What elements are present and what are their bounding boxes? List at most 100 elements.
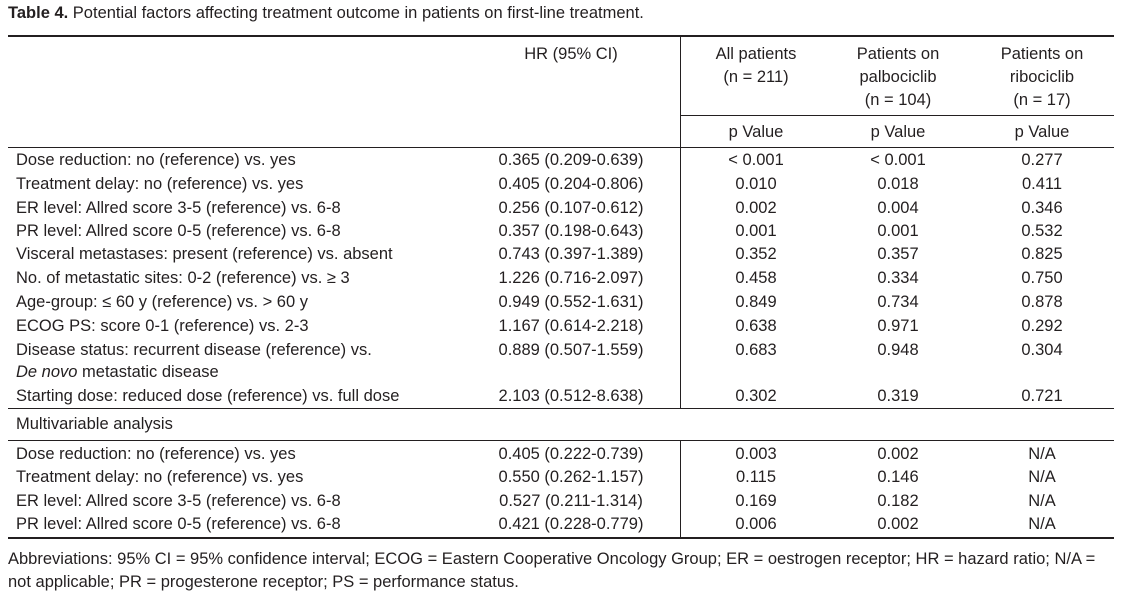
row-hr: 0.889 (0.507-1.559) bbox=[498, 341, 644, 359]
row-p-rib: 0.878 bbox=[1021, 293, 1063, 311]
header-pal-line3: (n = 104) bbox=[864, 91, 932, 109]
row-p-rib: 0.304 bbox=[1021, 341, 1063, 359]
row-p-pal: < 0.001 bbox=[870, 151, 926, 169]
header-rule bbox=[8, 147, 1114, 148]
row-p-rib: N/A bbox=[1028, 515, 1056, 533]
row-hr: 0.949 (0.552-1.631) bbox=[498, 293, 644, 311]
pvalue-rule bbox=[680, 115, 1114, 116]
row-p-rib: N/A bbox=[1028, 445, 1056, 463]
row-hr: 2.103 (0.512-8.638) bbox=[498, 387, 644, 405]
column-divider bbox=[680, 37, 681, 408]
table-footnote: Abbreviations: 95% CI = 95% confidence i… bbox=[8, 550, 1096, 591]
row-p-rib: 0.292 bbox=[1021, 317, 1063, 335]
row-p-all: 0.302 bbox=[735, 387, 777, 405]
row-hr: 1.226 (0.716-2.097) bbox=[498, 269, 644, 287]
header-rib-line3: (n = 17) bbox=[1013, 91, 1071, 109]
header-rib-line2: ribociclib bbox=[1009, 68, 1075, 86]
row-p-pal: 0.002 bbox=[877, 515, 919, 533]
row-p-rib: 0.411 bbox=[1021, 175, 1063, 193]
row-p-all: < 0.001 bbox=[728, 151, 784, 169]
row-p-pal: 0.018 bbox=[877, 175, 919, 193]
row-p-all: 0.115 bbox=[735, 468, 777, 486]
row-hr: 0.256 (0.107-0.612) bbox=[498, 199, 644, 217]
row-factor-continuation: De novo metastatic disease bbox=[16, 362, 219, 383]
row-p-all: 0.003 bbox=[735, 445, 777, 463]
table-title: Potential factors affecting treatment ou… bbox=[68, 4, 644, 22]
row-factor: Age-group: ≤ 60 y (reference) vs. > 60 y bbox=[16, 293, 308, 311]
row-p-rib: 0.532 bbox=[1021, 222, 1063, 240]
column-divider-lower bbox=[680, 441, 681, 537]
row-factor: Dose reduction: no (reference) vs. yes bbox=[16, 445, 296, 463]
row-p-pal: 0.357 bbox=[877, 245, 919, 263]
row-factor: Treatment delay: no (reference) vs. yes bbox=[16, 468, 304, 486]
table-label: Table 4. bbox=[8, 4, 69, 22]
row-hr: 0.421 (0.228-0.779) bbox=[498, 515, 644, 533]
multivariable-heading: Multivariable analysis bbox=[16, 415, 173, 433]
header-pvalue-all: p Value bbox=[728, 123, 784, 141]
header-hr: HR (95% CI) bbox=[524, 45, 618, 63]
header-palbociclib: Patients on palbociclib (n = 104) bbox=[828, 43, 968, 112]
row-p-rib: 0.721 bbox=[1021, 387, 1063, 405]
header-pal-line1: Patients on bbox=[856, 45, 940, 63]
bottom-rule bbox=[8, 537, 1114, 539]
row-p-all: 0.458 bbox=[735, 269, 777, 287]
row-factor-italic: De novo bbox=[16, 363, 78, 381]
row-p-pal: 0.734 bbox=[877, 293, 919, 311]
top-rule bbox=[8, 35, 1114, 37]
header-rib-line1: Patients on bbox=[1000, 45, 1084, 63]
row-hr: 0.365 (0.209-0.639) bbox=[498, 151, 644, 169]
row-p-all: 0.683 bbox=[735, 341, 777, 359]
row-p-all: 0.638 bbox=[735, 317, 777, 335]
row-factor: PR level: Allred score 0-5 (reference) v… bbox=[16, 515, 341, 533]
header-ribociclib: Patients on ribociclib (n = 17) bbox=[970, 43, 1114, 112]
row-hr: 0.550 (0.262-1.157) bbox=[498, 468, 644, 486]
header-all-line2: (n = 211) bbox=[723, 68, 789, 86]
row-factor: ECOG PS: score 0-1 (reference) vs. 2-3 bbox=[16, 317, 309, 335]
row-p-rib: 0.750 bbox=[1021, 269, 1063, 287]
multivariable-bottom-rule bbox=[8, 440, 1114, 441]
row-hr: 1.167 (0.614-2.218) bbox=[498, 317, 644, 335]
row-hr: 0.405 (0.204-0.806) bbox=[498, 175, 644, 193]
row-p-pal: 0.182 bbox=[877, 492, 919, 510]
row-p-pal: 0.146 bbox=[877, 468, 919, 486]
row-p-pal: 0.971 bbox=[877, 317, 919, 335]
row-p-rib: 0.346 bbox=[1021, 199, 1063, 217]
row-p-all: 0.010 bbox=[735, 175, 777, 193]
header-pal-line2: palbociclib bbox=[859, 68, 937, 86]
row-p-pal: 0.001 bbox=[877, 222, 919, 240]
row-p-all: 0.849 bbox=[735, 293, 777, 311]
row-p-rib: N/A bbox=[1028, 468, 1056, 486]
multivariable-top-rule bbox=[8, 408, 1114, 409]
row-p-rib: N/A bbox=[1028, 492, 1056, 510]
header-pvalue-pal: p Value bbox=[870, 123, 926, 141]
row-factor: ER level: Allred score 3-5 (reference) v… bbox=[16, 199, 341, 217]
row-p-pal: 0.948 bbox=[877, 341, 919, 359]
row-p-all: 0.006 bbox=[735, 515, 777, 533]
row-p-all: 0.169 bbox=[735, 492, 777, 510]
row-factor: Treatment delay: no (reference) vs. yes bbox=[16, 175, 304, 193]
row-factor-rest: metastatic disease bbox=[77, 363, 219, 381]
row-p-rib: 0.825 bbox=[1021, 245, 1063, 263]
row-factor: No. of metastatic sites: 0-2 (reference)… bbox=[16, 269, 350, 287]
row-p-pal: 0.319 bbox=[877, 387, 919, 405]
row-p-rib: 0.277 bbox=[1021, 151, 1063, 169]
row-hr: 0.743 (0.397-1.389) bbox=[498, 245, 644, 263]
row-factor: Visceral metastases: present (reference)… bbox=[16, 245, 393, 263]
header-pvalue-rib: p Value bbox=[1014, 123, 1070, 141]
row-hr: 0.527 (0.211-1.314) bbox=[499, 492, 643, 510]
header-all-patients: All patients (n = 211) bbox=[686, 43, 826, 89]
table-caption: Table 4. Potential factors affecting tre… bbox=[8, 3, 644, 23]
row-factor: ER level: Allred score 3-5 (reference) v… bbox=[16, 492, 341, 510]
row-factor: Disease status: recurrent disease (refer… bbox=[16, 341, 372, 359]
row-p-all: 0.001 bbox=[735, 222, 777, 240]
row-p-pal: 0.004 bbox=[877, 199, 919, 217]
row-factor: Dose reduction: no (reference) vs. yes bbox=[16, 151, 296, 169]
row-factor: PR level: Allred score 0-5 (reference) v… bbox=[16, 222, 341, 240]
row-factor: Starting dose: reduced dose (reference) … bbox=[16, 387, 400, 405]
row-p-pal: 0.334 bbox=[877, 269, 919, 287]
header-all-line1: All patients bbox=[715, 45, 797, 63]
row-p-pal: 0.002 bbox=[877, 445, 919, 463]
row-hr: 0.405 (0.222-0.739) bbox=[498, 445, 644, 463]
row-p-all: 0.002 bbox=[735, 199, 777, 217]
row-p-all: 0.352 bbox=[735, 245, 777, 263]
